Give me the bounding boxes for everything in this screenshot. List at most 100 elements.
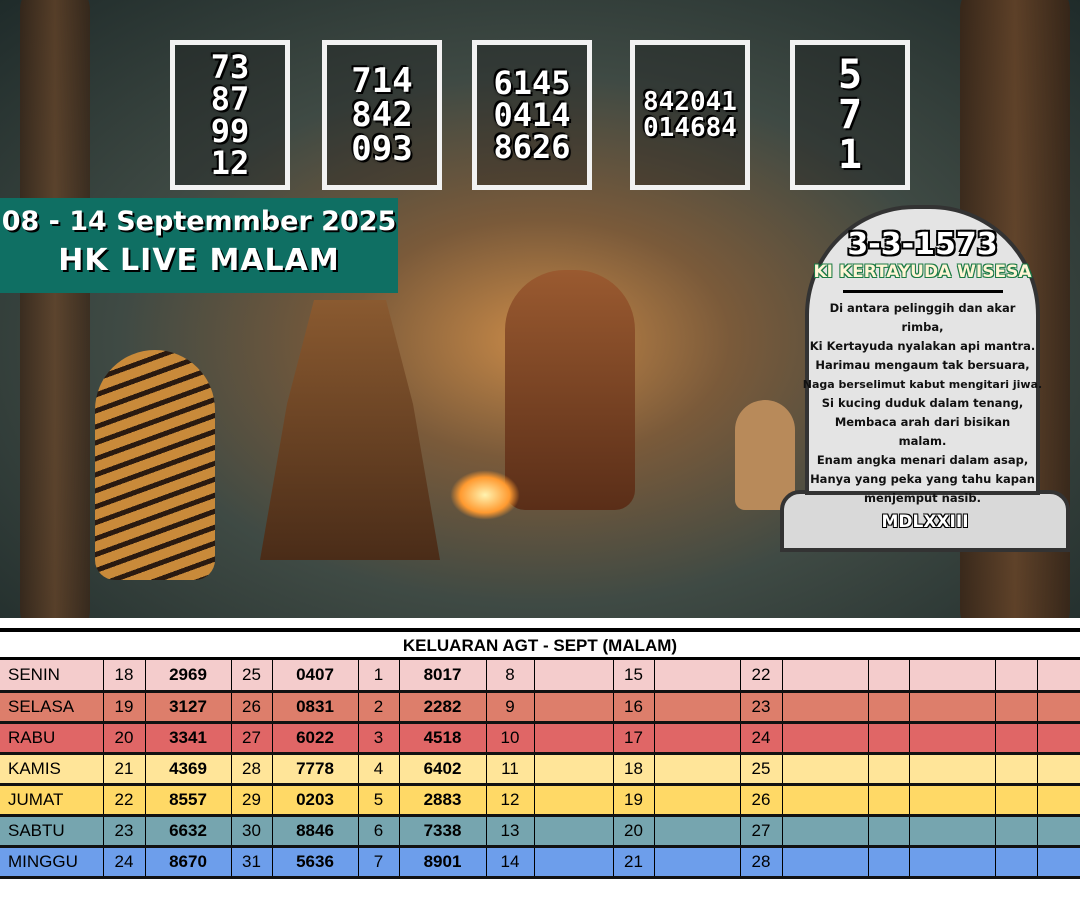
date-cell: 25 xyxy=(739,753,782,786)
date-cell: 8 xyxy=(485,660,534,693)
result-cell: 7778 xyxy=(271,753,358,786)
result-cell xyxy=(533,660,613,693)
number: 73 xyxy=(210,48,250,86)
table-row: JUMAT 22 8557 29 0203 5 2883 12 19 26 xyxy=(0,784,1080,817)
result-cell: 8017 xyxy=(398,660,486,693)
number-box-3: 6145 0414 8626 xyxy=(472,40,592,190)
result-cell xyxy=(653,815,740,848)
result-cell xyxy=(908,660,995,693)
roman-numeral: MDLXXIII xyxy=(881,512,969,532)
day-label: SABTU xyxy=(0,815,103,848)
date-cell: 3 xyxy=(357,722,399,755)
result-cell xyxy=(781,784,868,817)
result-cell xyxy=(908,722,995,755)
number: 99 xyxy=(210,112,250,150)
result-cell: 2282 xyxy=(398,691,486,724)
date-cell: 31 xyxy=(230,846,272,879)
result-cell xyxy=(1036,815,1080,848)
date-cell xyxy=(994,660,1037,693)
date-cell: 28 xyxy=(739,846,782,879)
date-cell xyxy=(994,691,1037,724)
result-cell: 8901 xyxy=(398,846,486,879)
date-cell: 25 xyxy=(230,660,272,693)
result-cell: 0203 xyxy=(271,784,358,817)
number-box-1: 73 87 99 12 xyxy=(170,40,290,190)
result-cell xyxy=(1036,660,1080,693)
number-box-2: 714 842 093 xyxy=(322,40,442,190)
date-cell: 12 xyxy=(485,784,534,817)
date-cell: 24 xyxy=(739,722,782,755)
date-cell xyxy=(994,815,1037,848)
date-range: 08 - 14 Septemmber 2025 xyxy=(1,206,397,237)
date-cell: 30 xyxy=(230,815,272,848)
table-row: MINGGU 24 8670 31 5636 7 8901 14 21 28 xyxy=(0,846,1080,879)
result-cell xyxy=(781,722,868,755)
poem-line: menjemput nasib. xyxy=(864,491,981,505)
date-cell: 24 xyxy=(102,846,145,879)
tiger-illustration xyxy=(95,350,215,580)
date-cell: 11 xyxy=(485,753,534,786)
date-cell xyxy=(867,722,909,755)
date-cell xyxy=(867,660,909,693)
tree-illustration xyxy=(20,0,90,618)
poem-line: Ki Kertayuda nyalakan api mantra. xyxy=(809,339,1036,353)
date-cell: 23 xyxy=(739,691,782,724)
poem-line: Si kucing duduk dalam tenang, xyxy=(821,396,1024,410)
date-cell: 21 xyxy=(102,753,145,786)
date-cell: 5 xyxy=(357,784,399,817)
date-cell: 20 xyxy=(612,815,654,848)
result-cell: 8846 xyxy=(271,815,358,848)
result-cell: 2969 xyxy=(144,660,231,693)
fire-illustration xyxy=(450,470,520,520)
result-cell xyxy=(1036,846,1080,879)
shrine-illustration xyxy=(260,300,440,560)
date-cell xyxy=(867,753,909,786)
tombstone: 3-3-1573 KI KERTAYUDA WISESA Di antara p… xyxy=(803,205,1042,505)
day-label: MINGGU xyxy=(0,846,103,879)
result-cell xyxy=(533,815,613,848)
date-cell: 16 xyxy=(612,691,654,724)
result-cell: 6402 xyxy=(398,753,486,786)
result-cell xyxy=(653,846,740,879)
table-row: SELASA 19 3127 26 0831 2 2282 9 16 23 xyxy=(0,691,1080,724)
date-banner: 08 - 14 Septemmber 2025 HK LIVE MALAM xyxy=(0,198,398,293)
date-cell: 17 xyxy=(612,722,654,755)
result-cell xyxy=(781,691,868,724)
date-cell: 15 xyxy=(612,660,654,693)
day-label: SELASA xyxy=(0,691,103,724)
result-cell xyxy=(653,784,740,817)
result-cell: 4369 xyxy=(144,753,231,786)
number: 7 xyxy=(837,92,863,138)
number: 842 xyxy=(351,95,413,135)
date-cell xyxy=(994,784,1037,817)
result-cell xyxy=(781,753,868,786)
date-cell: 22 xyxy=(102,784,145,817)
number-box-4: 842041 014684 xyxy=(630,40,750,190)
date-cell: 20 xyxy=(102,722,145,755)
date-cell: 14 xyxy=(485,846,534,879)
date-cell: 7 xyxy=(357,846,399,879)
number-box-5: 5 7 1 xyxy=(790,40,910,190)
result-cell: 0831 xyxy=(271,691,358,724)
result-cell: 8557 xyxy=(144,784,231,817)
number: 093 xyxy=(351,129,413,169)
date-cell: 23 xyxy=(102,815,145,848)
poem-line: Membaca arah dari bisikan malam. xyxy=(834,415,1011,448)
number: 714 xyxy=(351,61,413,101)
poem-line: Naga berselimut kabut mengitari jiwa. xyxy=(802,378,1043,391)
day-label: KAMIS xyxy=(0,753,103,786)
result-cell: 5636 xyxy=(271,846,358,879)
result-cell xyxy=(1036,753,1080,786)
poem-line: Di antara pelinggih dan akar rimba, xyxy=(829,301,1016,334)
date-cell xyxy=(867,691,909,724)
number: 12 xyxy=(210,144,250,182)
date-cell: 2 xyxy=(357,691,399,724)
date-cell: 27 xyxy=(230,722,272,755)
number: 1 xyxy=(837,132,863,178)
table-title: KELUARAN AGT - SEPT (MALAM) xyxy=(0,628,1080,660)
result-cell xyxy=(908,815,995,848)
poem: Di antara pelinggih dan akar rimba, Ki K… xyxy=(803,299,1042,508)
number: 8626 xyxy=(493,128,571,166)
result-cell xyxy=(1036,784,1080,817)
number: 6145 xyxy=(493,64,571,102)
